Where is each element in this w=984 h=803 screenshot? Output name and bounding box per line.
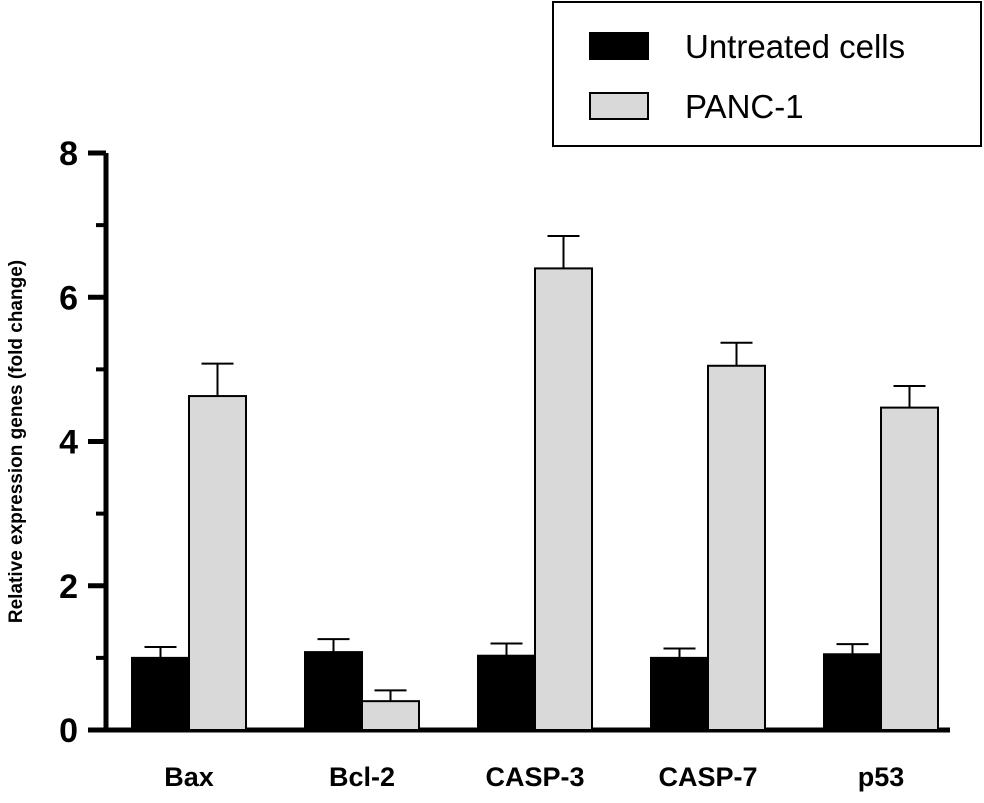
bar-panc1-2 — [534, 267, 593, 731]
x-category-label: CASP-7 — [658, 762, 757, 792]
y-axis-title: Relative expression genes (fold change) — [6, 260, 27, 623]
legend-label-1: PANC-1 — [685, 88, 804, 125]
y-tick-label: 0 — [59, 712, 78, 750]
bar-untreated-2 — [477, 654, 536, 731]
bar-untreated-3 — [650, 656, 709, 731]
bars — [131, 234, 939, 732]
labels: 0 2 4 6 8 Relative expression genes (fold cha… — [6, 135, 904, 792]
y-tick-label: 8 — [59, 135, 78, 173]
x-category-label: Bcl-2 — [329, 762, 395, 792]
legend-box — [552, 1, 982, 147]
bar-panc1-4 — [880, 406, 939, 731]
x-category-label: Bax — [164, 762, 214, 792]
legend-swatch-1 — [589, 92, 649, 120]
x-category-label: CASP-3 — [485, 762, 584, 792]
y-tick-label: 2 — [59, 568, 78, 606]
legend-label-0: Untreated cells — [685, 28, 905, 65]
x-category-label: p53 — [858, 762, 905, 792]
y-tick-label: 6 — [59, 279, 78, 317]
y-tick-label: 4 — [59, 424, 78, 462]
legend-swatch-0 — [589, 32, 649, 60]
bar-untreated-4 — [823, 653, 882, 731]
bar-panc1-1 — [361, 700, 420, 732]
bar-panc1-3 — [707, 364, 766, 731]
bar-untreated-0 — [131, 656, 190, 731]
bar-untreated-1 — [304, 651, 363, 731]
bar-panc1-0 — [188, 395, 247, 731]
legend: Untreated cells PANC-1 — [552, 1, 982, 147]
